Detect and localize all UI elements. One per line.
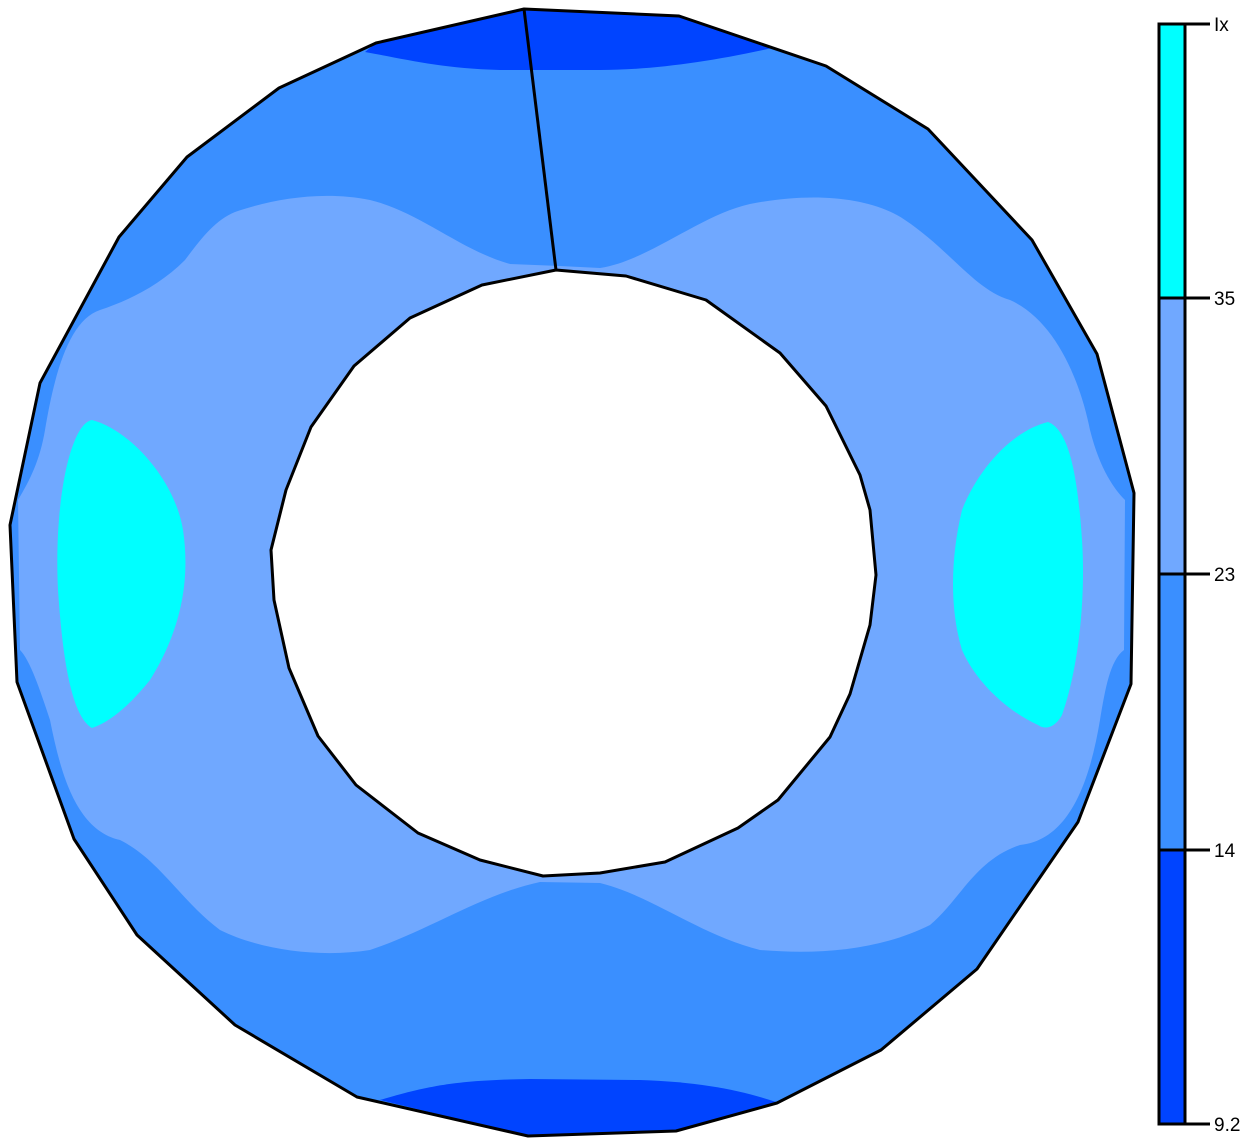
legend-band-14-23 <box>1159 574 1185 850</box>
legend-band-35-max <box>1159 24 1185 298</box>
contour-band-35-max-left <box>57 420 186 728</box>
legend-title: Ix <box>1214 15 1229 36</box>
seam-line <box>522 8 558 271</box>
contour-band-9-14-bottom <box>380 1079 776 1136</box>
legend-label-35: 35 <box>1214 289 1235 310</box>
color-legend: Ix 35 23 14 9.2 <box>1157 15 1240 1136</box>
ring-contour-field <box>8 7 1136 1138</box>
legend-band-9-14 <box>1159 850 1185 1124</box>
legend-label-9-2: 9.2 <box>1214 1115 1240 1136</box>
contour-band-9-14-top <box>365 9 772 70</box>
legend-band-23-35 <box>1159 298 1185 574</box>
contour-band-35-max-right <box>953 422 1084 728</box>
inner-hole <box>271 270 876 876</box>
inner-boundary-outline <box>269 268 878 878</box>
legend-label-23: 23 <box>1214 565 1235 586</box>
legend-label-14: 14 <box>1214 841 1236 862</box>
outer-boundary-outline <box>8 7 1136 1138</box>
